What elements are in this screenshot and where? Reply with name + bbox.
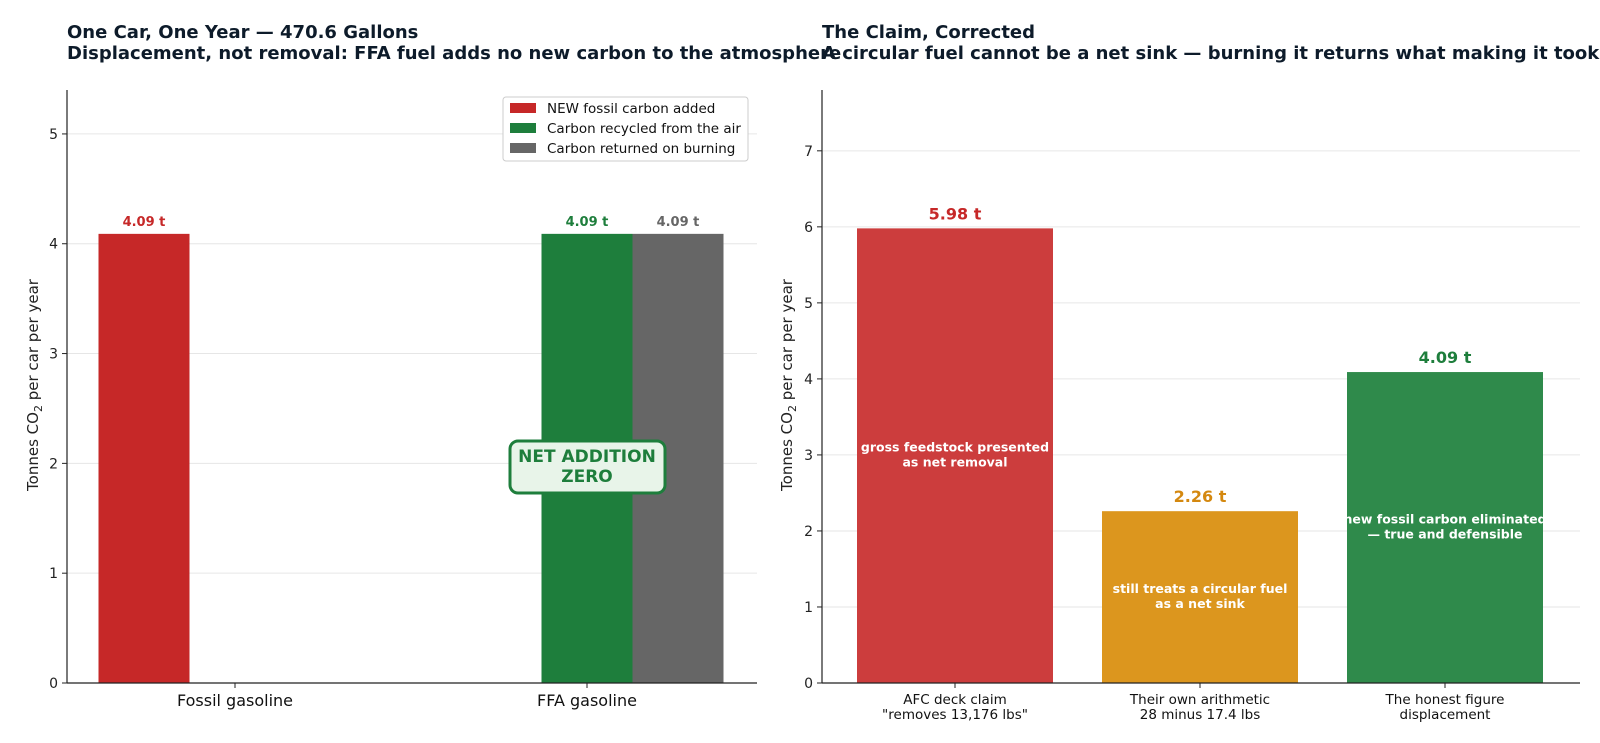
legend-label-returned: Carbon returned on burning [547,141,735,157]
right-chart-title: The Claim, Corrected [822,22,1035,43]
right-bar-value-label: 5.98 t [929,204,982,223]
right-bar-2 [1347,372,1543,683]
left-y-axis-label-tail: per car per year [24,278,42,405]
legend-swatch-returned [510,143,536,153]
right-y-tick-label: 4 [804,372,813,388]
right-bar-0 [857,228,1053,683]
right-y-tick-label: 3 [804,448,813,464]
left-y-tick-label: 3 [49,347,58,363]
left-chart-subtitle: Displacement, not removal: FFA fuel adds… [67,43,841,64]
left-y-tick-label: 1 [49,566,58,582]
right-bar-note-line2: as net removal [902,455,1007,470]
legend-label-new-fossil: NEW fossil carbon added [547,101,715,117]
right-x-category-label-line2: displacement [1400,707,1491,723]
right-x-category-label-line2: "removes 13,176 lbs" [882,707,1028,723]
left-legend: NEW fossil carbon added Carbon recycled … [502,96,749,162]
left-y-tick-label: 2 [49,456,58,472]
left-x-category-label: Fossil gasoline [177,691,293,710]
right-y-axis-label-tail: per car per year [778,278,796,405]
left-bar-value-label: 4.09 t [123,215,166,230]
right-bar-note-line2: as a net sink [1155,596,1245,611]
legend-label-recycled: Carbon recycled from the air [547,121,741,137]
right-bar-value-label: 2.26 t [1174,487,1227,506]
right-x-category-label-line1: AFC deck claim [903,692,1006,708]
left-y-axis-label-sub: 2 [32,405,45,412]
right-x-category-label-line1: Their own arithmetic [1129,692,1270,708]
right-x-category-label-line2: 28 minus 17.4 lbs [1140,707,1261,723]
right-bar-note-line1: new fossil carbon eliminated [1344,512,1547,527]
right-bar-value-label: 4.09 t [1419,348,1472,367]
legend-swatch-new-fossil [510,103,536,113]
right-bar-1 [1102,511,1298,683]
left-y-tick-label: 4 [49,237,58,253]
right-chart-subtitle: A circular fuel cannot be a net sink — b… [822,43,1600,64]
left-y-axis-label: Tonnes CO2 per car per year [24,278,45,492]
left-y-axis-label-main: Tonnes CO [24,412,42,492]
left-bar-value-label: 4.09 t [657,215,700,230]
right-y-axis-label: Tonnes CO2 per car per year [778,278,799,492]
right-y-tick-label: 5 [804,296,813,312]
right-y-tick-label: 2 [804,524,813,540]
left-chart-title: One Car, One Year — 470.6 Gallons [67,22,418,43]
left-bar-value-label: 4.09 t [566,215,609,230]
legend-swatch-recycled [510,123,536,133]
left-y-tick-label: 5 [49,127,58,143]
right-y-tick-label: 1 [804,600,813,616]
net-addition-stamp: NET ADDITION ZERO [508,439,667,495]
left-plot-area: 0 1 2 3 4 5 4.09 t 4.09 t 4.09 t Fossil gasoline F… [49,90,757,710]
right-bar-note-line2: — true and defensible [1367,527,1522,542]
right-y-tick-label: 6 [804,220,813,236]
left-bar-0 [98,233,190,683]
stamp-frame [508,439,667,495]
right-x-category-label-line1: The honest figure [1385,692,1505,708]
right-y-axis-label-main: Tonnes CO [778,412,796,492]
right-y-tick-label: 7 [804,144,813,160]
right-bar-note-line1: gross feedstock presented [861,440,1049,455]
right-y-tick-label: 0 [804,676,813,692]
right-bar-note-line1: still treats a circular fuel [1113,581,1288,596]
left-x-category-label: FFA gasoline [537,691,637,710]
legend-frame [502,96,749,162]
stamp-line2: ZERO [561,467,612,487]
stamp-line1: NET ADDITION [518,447,656,467]
left-y-tick-label: 0 [49,676,58,692]
right-y-axis-label-sub: 2 [786,405,799,412]
